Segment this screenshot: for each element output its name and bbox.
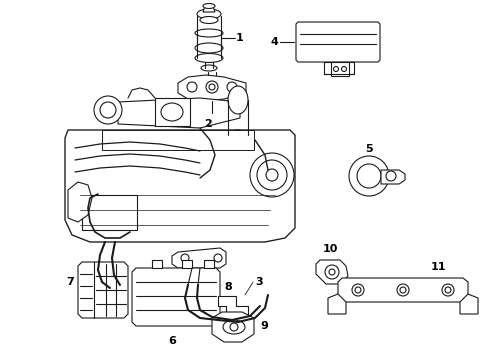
Polygon shape	[118, 98, 240, 128]
Ellipse shape	[201, 65, 217, 71]
Text: 6: 6	[168, 336, 176, 346]
Text: 5: 5	[365, 144, 373, 154]
Polygon shape	[78, 262, 128, 318]
Circle shape	[386, 171, 396, 181]
Ellipse shape	[203, 4, 215, 9]
Polygon shape	[203, 6, 215, 12]
Circle shape	[227, 82, 237, 92]
Ellipse shape	[195, 43, 223, 53]
Polygon shape	[338, 278, 468, 302]
Bar	[102, 130, 254, 150]
Circle shape	[257, 160, 287, 190]
Circle shape	[329, 269, 335, 275]
Circle shape	[342, 67, 346, 72]
Bar	[204, 260, 214, 268]
Circle shape	[100, 102, 116, 118]
Polygon shape	[132, 268, 220, 326]
Circle shape	[334, 67, 339, 72]
Bar	[82, 195, 137, 230]
Polygon shape	[381, 170, 405, 184]
Circle shape	[266, 169, 278, 181]
Circle shape	[445, 287, 451, 293]
Ellipse shape	[195, 54, 223, 63]
Circle shape	[206, 81, 218, 93]
Circle shape	[442, 284, 454, 296]
Polygon shape	[296, 22, 380, 62]
Text: 9: 9	[260, 321, 268, 331]
Text: 10: 10	[322, 244, 338, 254]
Circle shape	[400, 287, 406, 293]
Bar	[155, 98, 190, 126]
Bar	[152, 260, 162, 268]
Circle shape	[230, 323, 238, 331]
Circle shape	[94, 96, 122, 124]
Bar	[324, 62, 354, 74]
Ellipse shape	[228, 130, 248, 140]
Polygon shape	[460, 294, 478, 314]
Circle shape	[209, 84, 215, 90]
Circle shape	[250, 153, 294, 197]
Ellipse shape	[161, 103, 183, 121]
Ellipse shape	[195, 29, 223, 37]
Circle shape	[352, 284, 364, 296]
Circle shape	[349, 156, 389, 196]
Text: 11: 11	[430, 262, 446, 272]
Text: 2: 2	[204, 119, 212, 129]
Polygon shape	[178, 75, 246, 101]
Text: 4: 4	[270, 37, 278, 47]
Circle shape	[214, 254, 222, 262]
Polygon shape	[68, 182, 92, 222]
Text: 7: 7	[66, 277, 74, 287]
Polygon shape	[65, 130, 295, 242]
Circle shape	[325, 265, 339, 279]
Circle shape	[181, 254, 189, 262]
Ellipse shape	[228, 86, 248, 114]
Bar	[331, 62, 349, 76]
Circle shape	[355, 287, 361, 293]
Bar	[182, 260, 192, 268]
Circle shape	[357, 164, 381, 188]
Polygon shape	[328, 294, 346, 314]
Ellipse shape	[200, 17, 218, 23]
Ellipse shape	[197, 9, 221, 19]
Ellipse shape	[223, 320, 245, 334]
Polygon shape	[172, 248, 226, 268]
Polygon shape	[212, 312, 254, 342]
Circle shape	[397, 284, 409, 296]
Polygon shape	[218, 296, 248, 316]
Polygon shape	[316, 260, 348, 284]
Circle shape	[187, 82, 197, 92]
Text: 3: 3	[255, 277, 263, 287]
Text: 1: 1	[236, 33, 244, 43]
Text: 8: 8	[224, 282, 232, 292]
